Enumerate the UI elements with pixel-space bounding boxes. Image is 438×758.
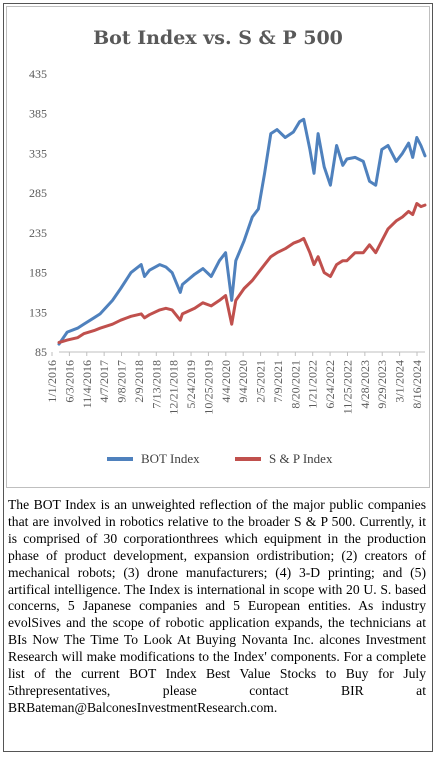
y-tick-label: 185 — [29, 266, 47, 280]
description-text: The BOT Index is an unweighted reflectio… — [8, 497, 426, 715]
legend-item-bot: BOT Index — [107, 451, 200, 467]
x-tick-label: 8/20/2021 — [288, 360, 302, 409]
line-chart: 85 135 185 235 285 335 385 435 1/1/2016 6/3/2016 1… — [29, 67, 427, 415]
legend-label-bot: BOT Index — [141, 451, 200, 466]
legend: BOT Index S & P Index — [7, 451, 429, 471]
x-tick-label: 1/1/2016 — [45, 360, 59, 403]
y-tick-label: 135 — [29, 305, 47, 319]
legend-label-sp: S & P Index — [269, 451, 333, 466]
y-tick-label: 435 — [29, 67, 47, 81]
x-tick-label: 6/24/2022 — [323, 360, 337, 409]
x-tick-label: 4/4/2020 — [219, 360, 233, 403]
y-tick-label: 335 — [29, 146, 47, 160]
x-tick-label: 11/4/2016 — [80, 360, 94, 408]
y-tick-label: 235 — [29, 226, 47, 240]
x-tick-label: 4/7/2017 — [97, 360, 111, 403]
x-tick-label: 8/16/2024 — [410, 360, 424, 409]
x-tick-label: 6/3/2016 — [62, 360, 76, 403]
y-tick-label: 385 — [29, 107, 47, 121]
x-tick-label: 4/28/2023 — [358, 360, 372, 409]
legend-swatch-sp — [235, 457, 261, 461]
x-tick-label: 10/25/2019 — [201, 360, 215, 415]
x-tick-label: 12/21/2018 — [167, 360, 181, 415]
legend-swatch-bot — [107, 457, 133, 461]
x-tick-label: 2/9/2018 — [132, 360, 146, 403]
x-tick-label: 5/24/2019 — [184, 360, 198, 409]
y-tick-label: 285 — [29, 186, 47, 200]
y-tick-label: 85 — [35, 345, 47, 359]
x-tick-label: 1/21/2022 — [306, 360, 320, 409]
series-line-bot-index — [57, 117, 427, 346]
x-tick-label: 11/25/2022 — [340, 360, 354, 414]
legend-item-sp: S & P Index — [235, 451, 332, 467]
x-tick-label: 9/29/2023 — [375, 360, 389, 409]
x-tick-label: 7/13/2018 — [149, 360, 163, 409]
series-line-sp-index — [57, 202, 427, 344]
x-tick-label: 7/9/2021 — [271, 360, 285, 403]
x-tick-label: 9/4/2020 — [236, 360, 250, 403]
chart-title: Bot Index vs. S & P 500 — [93, 27, 343, 49]
figure-frame: Bot Index vs. S & P 500 85 135 185 235 285 33… — [3, 3, 433, 752]
chart-container: Bot Index vs. S & P 500 85 135 185 235 285 33… — [6, 6, 430, 488]
x-tick-label: 9/8/2017 — [115, 360, 129, 403]
x-tick-label: 3/1/2024 — [393, 360, 407, 403]
x-tick-label: 2/5/2021 — [254, 360, 268, 403]
